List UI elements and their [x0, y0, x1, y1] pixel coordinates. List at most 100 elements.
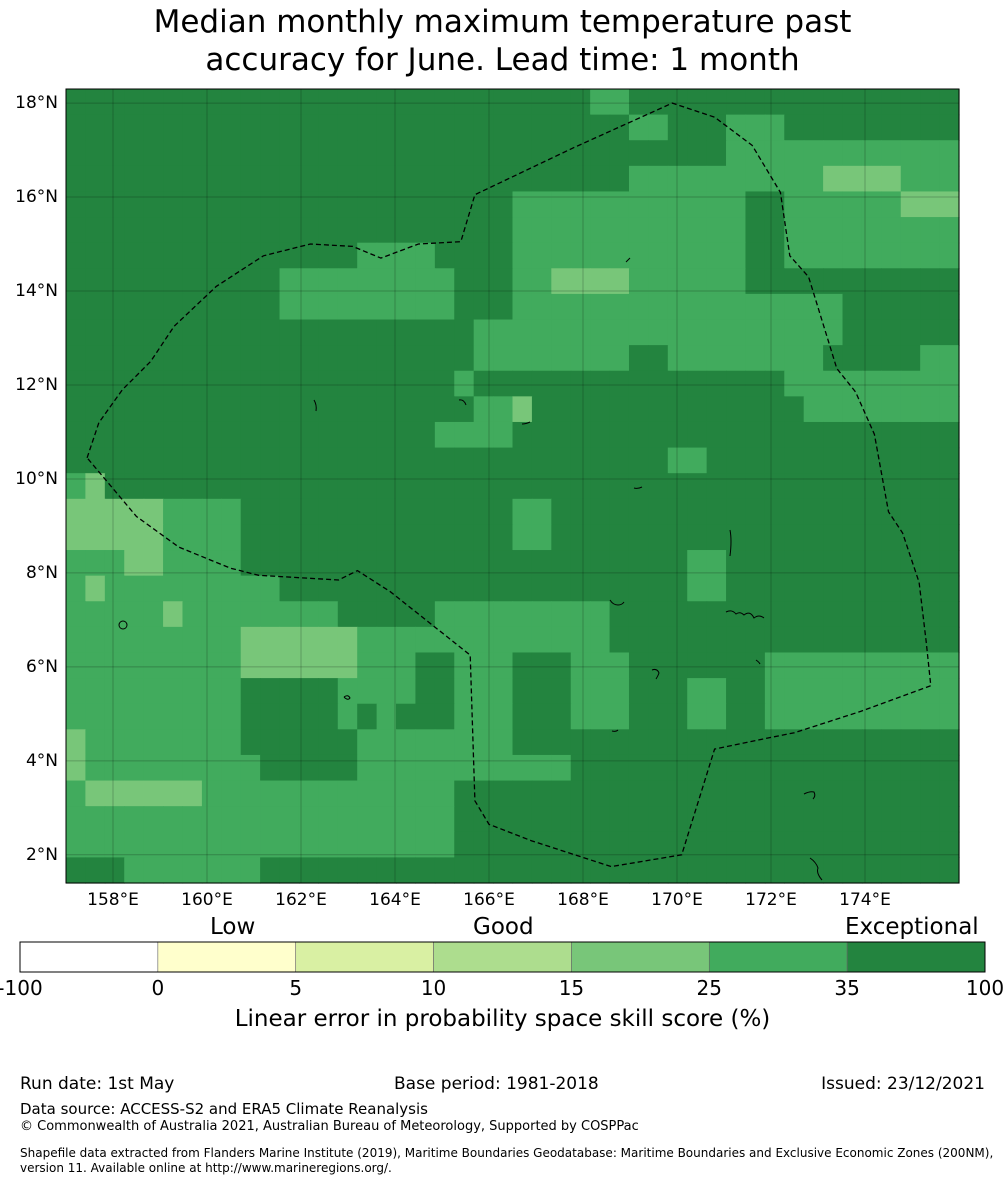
grid-cell [706, 217, 727, 244]
latitude-tick-label: 18°N [15, 93, 58, 114]
grid-cell [493, 754, 514, 782]
grid-cell [182, 498, 203, 526]
grid-cell [298, 473, 319, 500]
grid-cell [85, 754, 106, 782]
grid-cell [376, 165, 397, 193]
grid-cell [434, 524, 455, 551]
grid-cell [881, 293, 902, 321]
grid-cell [66, 678, 87, 705]
grid-cell [454, 396, 475, 423]
grid-cell [726, 370, 747, 397]
grid-cell [279, 319, 300, 346]
grid-cell [881, 447, 902, 474]
grid-cell [85, 575, 106, 602]
grid-cell [861, 831, 882, 858]
grid-cell [473, 550, 494, 577]
grid-cell [66, 473, 87, 500]
grid-cell [784, 217, 805, 244]
grid-cell [823, 498, 844, 526]
grid-cell [745, 89, 766, 116]
grid-cell [823, 550, 844, 577]
grid-cell [551, 550, 572, 577]
grid-cell [318, 780, 339, 807]
grid-cell [454, 447, 475, 474]
grid-cell [221, 729, 242, 756]
grid-cell [570, 524, 591, 551]
grid-cell [396, 524, 417, 551]
grid-cell [182, 626, 203, 654]
grid-cell [454, 857, 475, 884]
grid-cell [881, 626, 902, 654]
grid-cell [279, 678, 300, 705]
grid-cell [745, 857, 766, 884]
grid-cell [163, 806, 184, 833]
grid-cell [124, 626, 145, 654]
grid-cell [163, 396, 184, 423]
grid-cell [939, 89, 960, 116]
grid-cell [221, 652, 242, 679]
grid-cell [881, 140, 902, 167]
grid-cell [590, 268, 611, 295]
colorbar-frame [19, 941, 986, 973]
grid-cell [396, 345, 417, 372]
grid-cell [434, 626, 455, 654]
grid-cell [454, 268, 475, 295]
grid-cell [337, 319, 358, 346]
grid-cell [628, 678, 649, 705]
grid-cell [939, 857, 960, 884]
grid-cell [628, 575, 649, 602]
grid-cell [182, 524, 203, 551]
grid-cell [279, 754, 300, 782]
colorbar-caption: Linear error in probability space skill … [234, 1006, 771, 1032]
grid-cell [473, 217, 494, 244]
grid-cell [473, 370, 494, 397]
grid-cell [726, 447, 747, 474]
grid-cell [493, 89, 514, 116]
grid-cell [85, 370, 106, 397]
grid-cell [279, 626, 300, 654]
grid-cell [531, 89, 552, 116]
grid-cell [706, 370, 727, 397]
grid-cell [570, 114, 591, 141]
grid-cell [318, 652, 339, 679]
grid-cell [531, 806, 552, 833]
grid-cell [85, 421, 106, 449]
grid-cell [667, 396, 688, 423]
grid-cell [823, 293, 844, 321]
grid-cell [357, 319, 378, 346]
grid-cell [163, 217, 184, 244]
grid-cell [861, 217, 882, 244]
grid-cell [182, 754, 203, 782]
grid-cell [396, 191, 417, 218]
grid-cell [182, 370, 203, 397]
grid-cell [900, 421, 921, 449]
grid-cell [551, 806, 572, 833]
grid-cell [66, 626, 87, 654]
grid-cell [221, 780, 242, 807]
grid-cell [201, 217, 222, 244]
grid-cell [298, 729, 319, 756]
grid-cell [900, 447, 921, 474]
grid-cell [512, 319, 533, 346]
grid-cell [260, 678, 281, 705]
grid-cell [803, 293, 824, 321]
longitude-tick-label: 174°E [839, 890, 891, 910]
grid-cell [570, 678, 591, 705]
grid-cell [434, 831, 455, 858]
grid-cell [842, 396, 863, 423]
grid-cell [823, 678, 844, 705]
grid-cell [687, 652, 708, 679]
colorbar-segment [433, 941, 572, 973]
grid-cell [531, 678, 552, 705]
grid-cell [823, 114, 844, 141]
grid-cell [920, 780, 941, 807]
grid-cell [298, 498, 319, 526]
grid-cell [900, 754, 921, 782]
longitude-tick-label: 172°E [745, 890, 797, 910]
grid-cell [531, 293, 552, 321]
grid-cell [201, 575, 222, 602]
grid-cell [298, 268, 319, 295]
grid-cell [590, 473, 611, 500]
grid-cell [104, 473, 125, 500]
grid-cell [434, 268, 455, 295]
